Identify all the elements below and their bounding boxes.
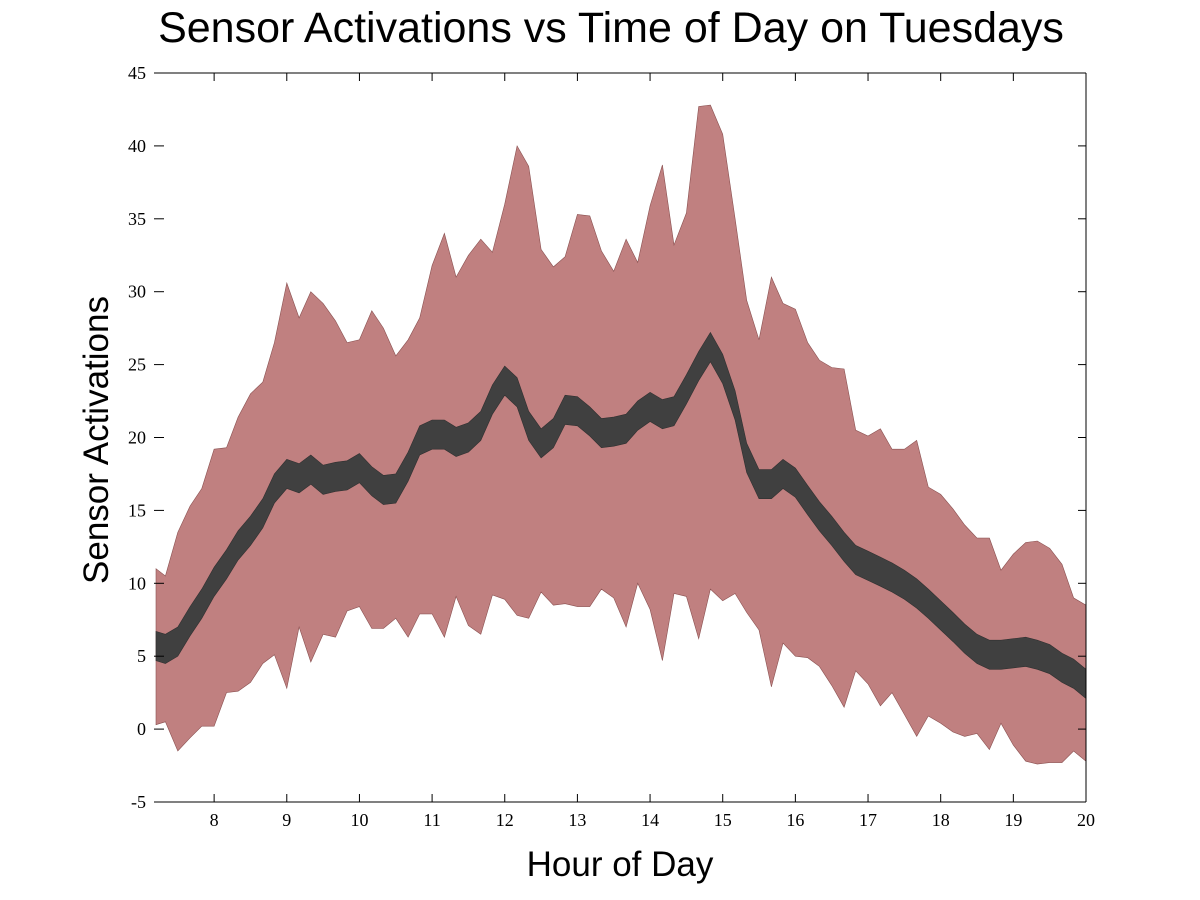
x-tick-label: 14 (641, 810, 659, 830)
y-tick-label: 25 (128, 355, 146, 375)
chart-title: Sensor Activations vs Time of Day on Tue… (158, 4, 1064, 52)
x-tick-label: 20 (1077, 810, 1095, 830)
x-tick-label: 12 (496, 810, 514, 830)
x-tick-label: 13 (568, 810, 586, 830)
y-tick-label: 35 (128, 209, 146, 229)
x-tick-label: 17 (859, 810, 877, 830)
axes: 8 9 10 11 12 13 14 15 16 17 18 19 20 -5 0 5 10 15 20 25 30 35… (128, 63, 1095, 830)
y-tick-label: 45 (128, 63, 146, 83)
y-tick-label: 5 (137, 646, 146, 666)
y-tick-label: 30 (128, 282, 146, 302)
y-tick-label: 0 (137, 719, 146, 739)
y-tick-label: 20 (128, 428, 146, 448)
y-tick-label: 10 (128, 573, 146, 593)
x-tick-label: 19 (1004, 810, 1022, 830)
plot-area (155, 104, 1087, 765)
y-tick-label: 40 (128, 136, 146, 156)
x-tick-label: 9 (282, 810, 291, 830)
y-tick-label: -5 (131, 792, 146, 812)
x-tick-label: 8 (210, 810, 219, 830)
x-tick-label: 18 (932, 810, 950, 830)
x-tick-label: 10 (350, 810, 368, 830)
x-tick-label: 16 (786, 810, 804, 830)
x-tick-label: 15 (714, 810, 732, 830)
y-tick-label: 15 (128, 500, 146, 520)
x-axis-label: Hour of Day (527, 845, 714, 884)
y-axis-label: Sensor Activations (77, 296, 116, 584)
x-tick-label: 11 (423, 810, 440, 830)
